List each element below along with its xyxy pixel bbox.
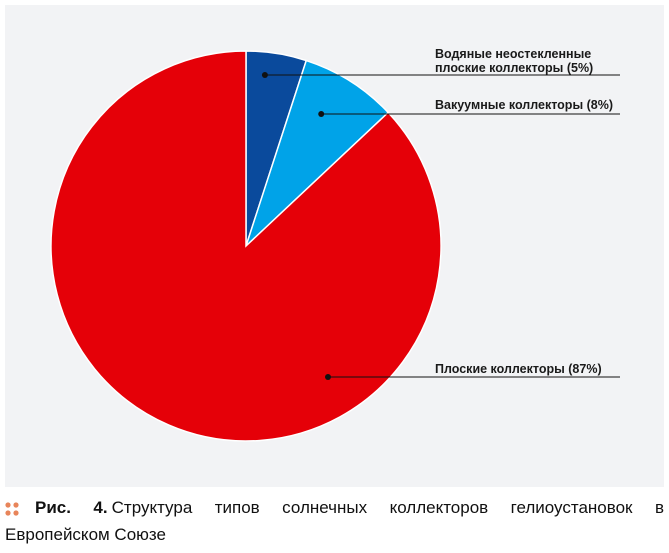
- chart-panel: Водяные неостекленные плоские коллекторы …: [5, 5, 664, 487]
- pie-slice: [50, 50, 442, 442]
- caption-text: Структура типов солнечных коллекторов ге…: [5, 498, 664, 544]
- bullet-dots-icon: [5, 501, 19, 516]
- slice-label: Плоские коллекторы (87%): [435, 362, 602, 376]
- figure-number: Рис. 4.: [35, 498, 108, 517]
- slice-label: Вакуумные коллекторы (8%): [435, 98, 613, 112]
- figure-caption: Рис. 4. Структура типов солнечных коллект…: [5, 494, 664, 548]
- slice-label: Водяные неостекленные: [435, 47, 591, 61]
- slice-label: плоские коллекторы (5%): [435, 61, 593, 75]
- pie-slice: [245, 59, 390, 247]
